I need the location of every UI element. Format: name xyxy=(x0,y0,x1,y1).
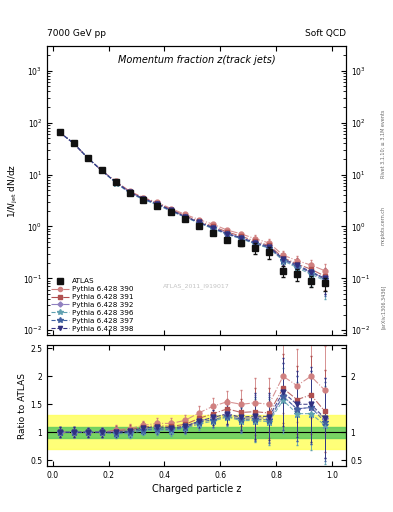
Text: 7000 GeV pp: 7000 GeV pp xyxy=(47,29,106,38)
X-axis label: Charged particle z: Charged particle z xyxy=(152,484,241,494)
Text: Rivet 3.1.10; ≥ 3.1M events: Rivet 3.1.10; ≥ 3.1M events xyxy=(381,109,386,178)
Bar xyxy=(47,426,346,438)
Bar xyxy=(47,416,346,449)
Legend: ATLAS, Pythia 6.428 390, Pythia 6.428 391, Pythia 6.428 392, Pythia 6.428 396, P: ATLAS, Pythia 6.428 390, Pythia 6.428 39… xyxy=(50,277,135,333)
Text: [arXiv:1306.3436]: [arXiv:1306.3436] xyxy=(381,285,386,329)
Text: Momentum fraction z(track jets): Momentum fraction z(track jets) xyxy=(118,55,275,65)
Y-axis label: $1/N_\mathrm{jet}$ dN/dz: $1/N_\mathrm{jet}$ dN/dz xyxy=(7,163,20,218)
Text: mcplots.cern.ch: mcplots.cern.ch xyxy=(381,206,386,245)
Text: ATLAS_2011_I919017: ATLAS_2011_I919017 xyxy=(163,283,230,289)
Text: Soft QCD: Soft QCD xyxy=(305,29,346,38)
Y-axis label: Ratio to ATLAS: Ratio to ATLAS xyxy=(18,373,28,439)
